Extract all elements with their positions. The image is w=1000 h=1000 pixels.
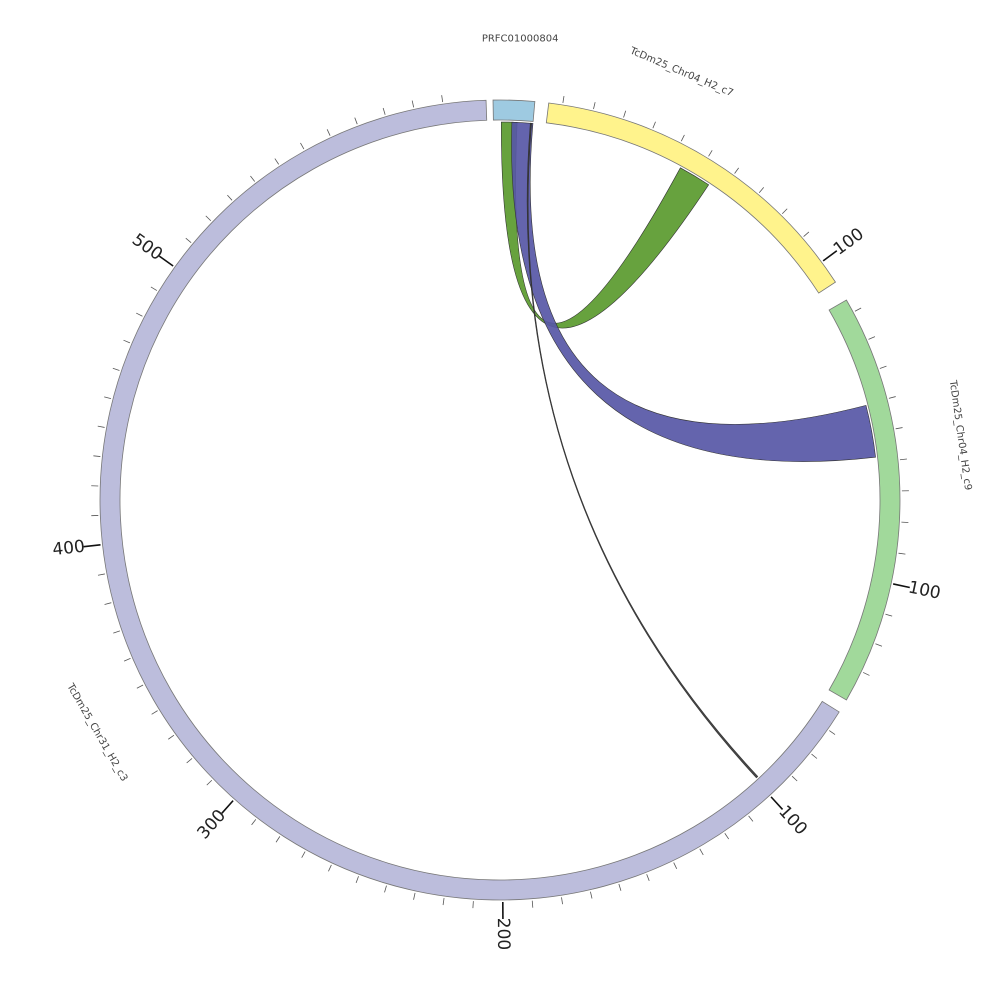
minor-tick: [355, 876, 359, 883]
link-prfc01000804-to-tcdm25-chr04-h2-c9: [511, 121, 876, 462]
segment-label-tcdm25-chr04-h2-c7: TcDm25_Chr04_H2_c7: [627, 45, 734, 99]
minor-tick: [673, 862, 678, 870]
minor-tick: [652, 121, 656, 129]
segment-label-tcdm25-chr31-h2-c3: TcDm25_Chr31_H2_c3: [64, 681, 130, 783]
minor-tick: [646, 874, 650, 881]
minor-tick: [328, 864, 332, 872]
minor-tick: [227, 194, 233, 201]
segment-tcdm25-chr04-h2-c9: [828, 299, 901, 701]
minor-tick: [113, 630, 121, 634]
minor-tick: [150, 286, 158, 291]
minor-tick: [168, 734, 175, 740]
minor-tick: [112, 367, 120, 371]
minor-tick: [562, 95, 565, 104]
minor-tick: [623, 110, 627, 118]
minor-tick: [123, 657, 131, 662]
minor-tick: [899, 458, 907, 461]
minor-tick: [300, 142, 305, 150]
minor-tick: [123, 339, 131, 344]
minor-tick: [811, 753, 818, 759]
minor-tick: [895, 427, 903, 430]
minor-tick: [791, 775, 798, 782]
segment-tcdm25-chr04-h2-c7: [545, 102, 837, 294]
minor-tick: [708, 150, 713, 157]
minor-tick: [250, 175, 256, 182]
tick-label-tcdm25-chr31-h2-c3-500: 500: [128, 230, 166, 265]
minor-tick: [699, 848, 704, 856]
minor-tick: [104, 396, 112, 400]
minor-tick: [854, 307, 862, 312]
minor-tick: [734, 167, 739, 174]
minor-tick: [724, 833, 730, 840]
minor-tick: [205, 215, 212, 222]
major-tick: [892, 583, 910, 589]
minor-tick: [885, 613, 893, 617]
minor-tick: [879, 365, 887, 369]
major-tick: [822, 250, 838, 262]
major-tick: [770, 796, 784, 810]
segment-tcdm25-chr31-h2-c3: [99, 99, 840, 901]
minor-tick: [680, 134, 685, 142]
minor-tick: [868, 336, 876, 340]
minor-tick: [186, 758, 193, 764]
minor-tick: [151, 710, 158, 715]
minor-tick: [382, 107, 386, 115]
minor-tick: [136, 684, 144, 689]
link-prfc01000804-to-tcdm25-chr31-h2-c3: [526, 122, 759, 779]
minor-tick: [301, 851, 306, 858]
minor-tick: [326, 129, 331, 136]
minor-tick: [875, 643, 883, 647]
major-tick: [221, 800, 234, 814]
tick-label-tcdm25-chr04-h2-c7-100: 100: [830, 224, 868, 259]
minor-tick: [888, 396, 896, 399]
tick-label-tcdm25-chr31-h2-c3-200: 200: [493, 918, 513, 951]
segment-label-tcdm25-chr04-h2-c9: TcDm25_Chr04_H2_c9: [947, 379, 973, 491]
minor-tick: [354, 117, 358, 125]
minor-tick: [93, 455, 101, 457]
minor-tick: [206, 779, 213, 786]
minor-tick: [531, 900, 534, 908]
minor-tick: [274, 158, 280, 165]
minor-tick: [862, 672, 870, 676]
minor-tick: [748, 815, 754, 822]
minor-tick: [803, 231, 810, 237]
tick-label-tcdm25-chr04-h2-c9-100: 100: [906, 577, 942, 603]
minor-tick: [898, 552, 906, 555]
minor-tick: [590, 891, 593, 899]
minor-tick: [561, 897, 563, 905]
minor-tick: [618, 883, 622, 891]
minor-tick: [384, 885, 387, 893]
minor-tick: [781, 208, 788, 215]
minor-tick: [136, 312, 143, 317]
segment-label-prfc01000804: PRFC01000804: [482, 33, 559, 44]
minor-tick: [829, 730, 836, 735]
minor-tick: [442, 898, 445, 906]
minor-tick: [97, 573, 105, 576]
minor-tick: [251, 819, 257, 826]
major-tick: [83, 544, 101, 548]
tick-label-tcdm25-chr31-h2-c3-400: 400: [51, 537, 85, 560]
minor-tick: [104, 602, 112, 605]
minor-tick: [185, 237, 192, 243]
minor-tick: [758, 187, 765, 193]
links-layer: [501, 121, 876, 779]
minor-tick: [275, 836, 281, 843]
minor-tick: [413, 892, 416, 900]
minor-tick: [441, 95, 444, 103]
segment-prfc01000804: [492, 99, 536, 122]
segments-layer: [99, 99, 901, 901]
minor-tick: [411, 100, 415, 108]
minor-tick: [97, 425, 105, 428]
major-tick: [158, 255, 174, 267]
minor-tick: [593, 102, 596, 110]
tick-label-tcdm25-chr31-h2-c3-300: 300: [194, 806, 231, 844]
